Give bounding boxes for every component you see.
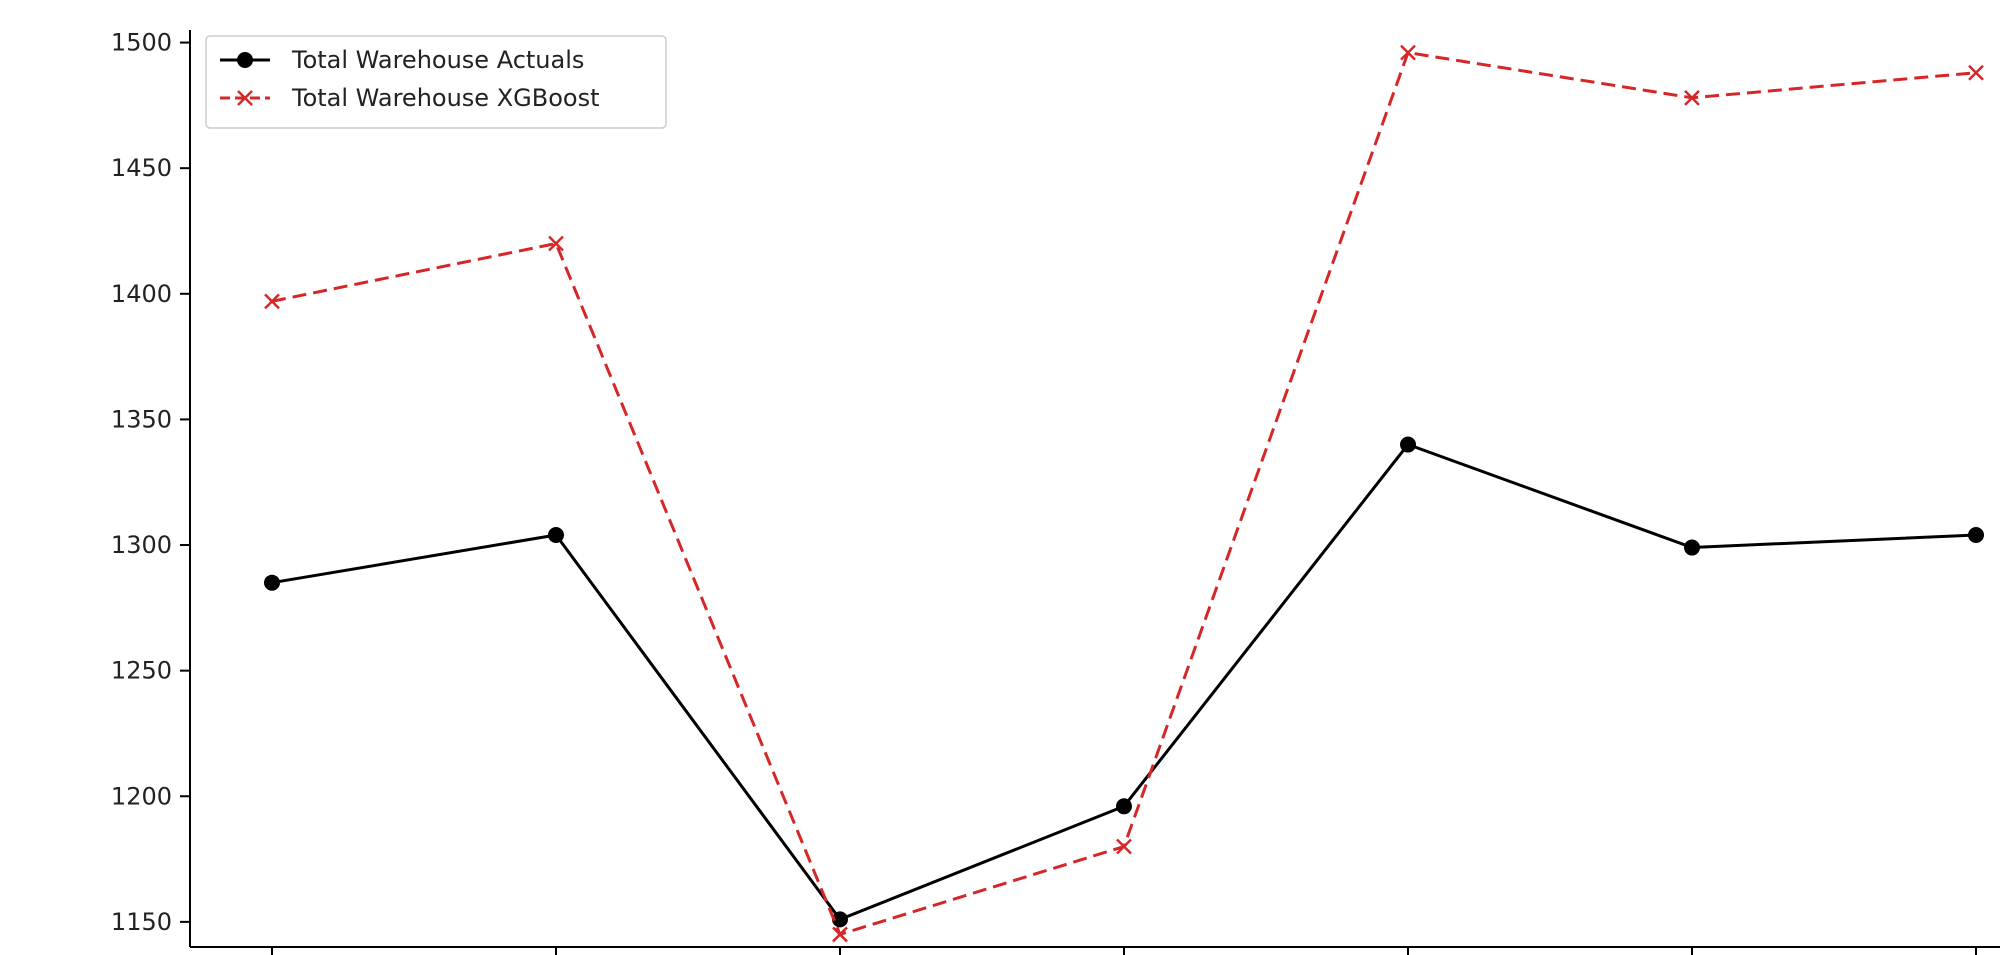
marker-stroke xyxy=(1400,44,1416,61)
data-point-1-1 xyxy=(548,235,564,252)
y-tick-label: 1300 xyxy=(111,531,172,559)
y-tick-label: 1350 xyxy=(111,405,172,433)
legend-marker-1 xyxy=(237,90,253,106)
y-tick-label: 1500 xyxy=(111,29,172,57)
marker-stroke xyxy=(237,90,253,106)
legend: Total Warehouse Actuals Total Warehouse X… xyxy=(205,35,667,129)
y-tick-label: 1450 xyxy=(111,154,172,182)
legend-box xyxy=(205,35,667,129)
y-tick-label: 1200 xyxy=(111,782,172,810)
data-point-1-0 xyxy=(264,293,280,310)
data-point-0-4 xyxy=(1400,436,1416,453)
data-point-0-5 xyxy=(1684,539,1700,556)
axes: 1150 1200 1250 1300 1350 1400 1450 1500 xyxy=(111,29,2000,955)
data-point-0-3 xyxy=(1116,798,1132,815)
data-point-1-4 xyxy=(1400,44,1416,61)
data-point-0-6 xyxy=(1968,526,1984,543)
marker-stroke xyxy=(832,926,848,943)
y-tick-label: 1250 xyxy=(111,657,172,685)
data-point-1-2 xyxy=(832,926,848,943)
legend-label-0: Total Warehouse Actuals xyxy=(291,46,584,74)
data-point-0-0 xyxy=(264,574,280,591)
marker-stroke xyxy=(264,293,280,310)
data-point-0-1 xyxy=(548,526,564,543)
data-point-0-2 xyxy=(832,911,848,928)
series-layer xyxy=(264,44,1984,943)
marker-stroke xyxy=(1968,64,1984,81)
marker-stroke xyxy=(1116,838,1132,855)
legend-label-1: Total Warehouse XGBoost xyxy=(291,84,599,112)
y-tick-label: 1400 xyxy=(111,280,172,308)
data-point-1-5 xyxy=(1684,89,1700,106)
marker-stroke xyxy=(1684,89,1700,106)
data-point-1-3 xyxy=(1116,838,1132,855)
data-point-1-6 xyxy=(1968,64,1984,81)
marker-stroke xyxy=(548,235,564,252)
y-tick-label: 1150 xyxy=(111,908,172,936)
legend-marker-0 xyxy=(237,52,253,68)
